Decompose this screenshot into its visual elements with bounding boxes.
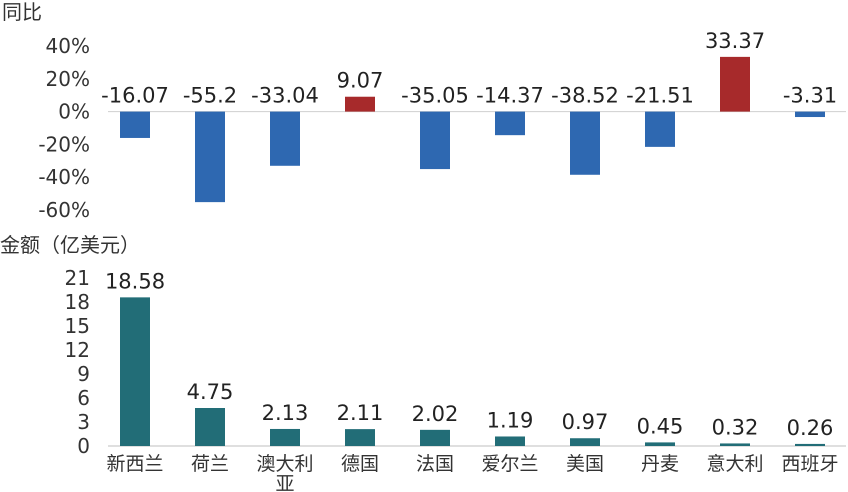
amount-bar-cat-6 xyxy=(570,438,600,446)
category-label: 西班牙 xyxy=(781,453,838,475)
yoy-growth-chart: 同比 40% 20% 0% -20% -40% -60% -16.07 -55.2 -33.0… xyxy=(2,0,846,222)
yoy-bar-cat-0 xyxy=(120,111,150,138)
yoy-bar-cat-1 xyxy=(195,111,225,203)
category-label: 丹麦 xyxy=(641,453,679,475)
amount-tick-label: 6 xyxy=(77,386,90,410)
yoy-tick-label: -60% xyxy=(38,198,90,222)
yoy-bar-cat-7 xyxy=(645,111,675,147)
amount-data-label: 2.13 xyxy=(262,401,309,425)
yoy-tick-label: 0% xyxy=(58,100,90,124)
amount-data-label: 0.97 xyxy=(562,410,609,434)
amount-data-label: 2.11 xyxy=(337,401,384,425)
category-label: 德国 xyxy=(341,453,379,475)
category-label: 新西兰 xyxy=(106,453,163,475)
category-label: 法国 xyxy=(416,453,454,475)
amount-tick-label: 18 xyxy=(65,290,90,314)
yoy-data-label: -21.51 xyxy=(626,84,694,108)
amount-tick-label: 0 xyxy=(77,434,90,458)
category-label: 意大利 xyxy=(706,453,763,475)
amount-bar-cat-9 xyxy=(795,443,825,446)
amount-bar-cat-0 xyxy=(120,297,150,446)
amount-bar-cat-7 xyxy=(645,442,675,446)
yoy-data-label: 9.07 xyxy=(337,69,384,93)
yoy-tick-label: -40% xyxy=(38,165,90,189)
yoy-tick-label: 40% xyxy=(46,34,90,58)
amount-data-label: 0.26 xyxy=(787,416,834,440)
yoy-data-label: -3.31 xyxy=(783,84,837,108)
amount-data-label: 0.45 xyxy=(637,414,684,438)
yoy-bar-cat-5 xyxy=(495,111,525,136)
amount-tick-label: 21 xyxy=(65,266,90,290)
yoy-tick-label: -20% xyxy=(38,132,90,156)
amount-tick-label: 9 xyxy=(77,362,90,386)
yoy-data-label: -14.37 xyxy=(476,84,544,108)
category-label: 澳大利 xyxy=(256,453,313,475)
yoy-data-label: -33.04 xyxy=(251,84,319,108)
yoy-bar-cat-9 xyxy=(795,111,825,118)
amount-data-label: 2.02 xyxy=(412,402,459,426)
amount-tick-label: 12 xyxy=(65,338,90,362)
yoy-bar-cat-6 xyxy=(570,111,600,175)
yoy-data-label: -16.07 xyxy=(101,84,169,108)
yoy-data-label: -55.2 xyxy=(183,84,237,108)
yoy-bar-cat-2 xyxy=(270,111,300,166)
yoy-bar-cat-4 xyxy=(420,111,450,170)
amount-axis-label: 金额（亿美元） xyxy=(0,233,140,257)
amount-bar-cat-3 xyxy=(345,429,375,446)
amount-bar-cat-8 xyxy=(720,443,750,446)
amount-data-label: 0.32 xyxy=(712,415,759,439)
yoy-data-label: -38.52 xyxy=(551,84,619,108)
amount-bar-cat-5 xyxy=(495,436,525,446)
category-label: 荷兰 xyxy=(191,453,229,475)
amount-data-label: 1.19 xyxy=(487,408,534,432)
yoy-tick-label: 20% xyxy=(46,67,90,91)
yoy-bar-cat-8 xyxy=(720,56,750,112)
amount-tick-label: 3 xyxy=(77,410,90,434)
amount-bar-cat-1 xyxy=(195,408,225,446)
yoy-axis-label: 同比 xyxy=(2,0,42,24)
category-label: 美国 xyxy=(566,453,604,475)
yoy-data-label: 33.37 xyxy=(705,29,765,53)
category-label: 爱尔兰 xyxy=(481,453,538,475)
amount-bar-cat-2 xyxy=(270,428,300,446)
amount-data-label: 4.75 xyxy=(187,380,234,404)
yoy-data-label: -35.05 xyxy=(401,84,469,108)
amount-bar-cat-4 xyxy=(420,429,450,446)
amount-data-label: 18.58 xyxy=(105,269,165,293)
amount-tick-label: 15 xyxy=(65,314,90,338)
yoy-bar-cat-3 xyxy=(345,96,375,112)
category-label: 亚 xyxy=(275,473,294,492)
